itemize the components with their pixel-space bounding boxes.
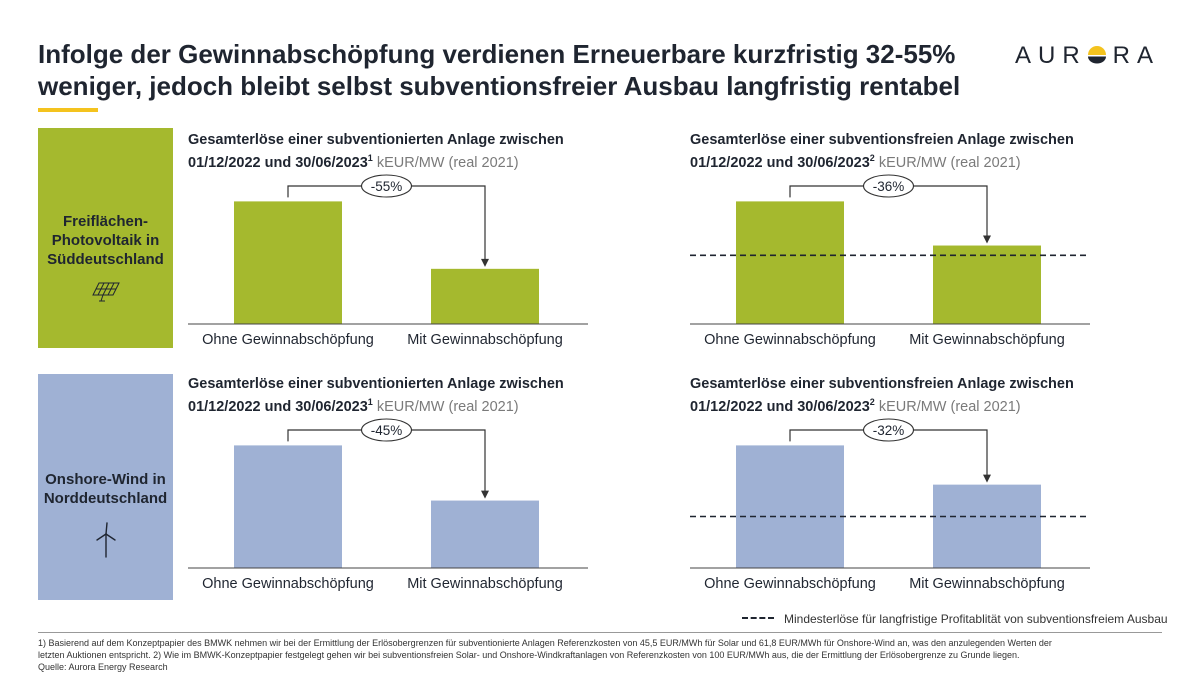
- change-badge: [862, 174, 915, 198]
- footnote-source: Quelle: Aurora Energy Research: [38, 662, 168, 672]
- logo-text-right: RA: [1112, 42, 1161, 69]
- category-label: Mit Gewinnabschöpfung: [909, 332, 1065, 348]
- legend-label: Mindesterlöse für langfristige Profitabl…: [784, 612, 1168, 626]
- bar: [736, 201, 844, 324]
- panel-title-line-1: Gesamterlöse einer subventionierten Anla…: [188, 132, 564, 148]
- panel-unit: kEUR/MW (real 2021): [878, 154, 1021, 171]
- chart-panel-pv-unsubsidized: Gesamterlöse einer subventionsfreien Anl…: [690, 131, 1090, 361]
- row-label-line: Photovoltaik in: [51, 232, 160, 249]
- panel-unit: kEUR/MW (real 2021): [376, 398, 519, 415]
- footnote-mark: 1: [367, 153, 373, 163]
- bar: [234, 445, 342, 568]
- row-label-line: Süddeutschland: [47, 251, 164, 268]
- row-label-line: Norddeutschland: [43, 490, 168, 507]
- bar: [431, 268, 539, 324]
- title-accent-bar: [38, 108, 98, 112]
- change-label: -32%: [873, 423, 905, 438]
- legend-dashed-line: [742, 617, 774, 619]
- category-label: Ohne Gewinnabschöpfung: [202, 576, 374, 592]
- panel-title-line-1: Gesamterlöse einer subventionsfreien Anl…: [690, 132, 1074, 148]
- footnote-mark: 2: [869, 397, 875, 407]
- bar-chart: Ohne Gewinnabschöpfung Mit Gewinnabschöpf…: [690, 174, 1090, 348]
- category-label: Ohne Gewinnabschöpfung: [704, 332, 876, 348]
- title-line-1: Infolge der Gewinnabschöpfung verdienen …: [38, 39, 956, 69]
- row-box-photovoltaik: Freiflächen- Photovoltaik in Süddeutschl…: [38, 128, 173, 348]
- sun-icon: [1087, 46, 1106, 64]
- bar: [933, 245, 1041, 324]
- category-label: Mit Gewinnabschöpfung: [407, 576, 563, 592]
- legend: Mindesterlöse für langfristige Profitabl…: [742, 612, 1168, 626]
- wind-turbine-icon: [95, 522, 116, 558]
- aurora-logo: AUR RA: [1015, 42, 1160, 70]
- change-label: -55%: [371, 179, 403, 194]
- logo-text-left: AUR: [1015, 42, 1087, 69]
- bar-chart: Ohne Gewinnabschöpfung Mit Gewinnabschöpf…: [690, 418, 1090, 592]
- panel-title-line-1: Gesamterlöse einer subventionierten Anla…: [188, 376, 564, 392]
- change-label: -45%: [371, 423, 403, 438]
- title-line-2: weniger, jedoch bleibt selbst subvention…: [38, 71, 961, 101]
- panel-title-line-2: 01/12/2022 und 30/06/2023: [690, 398, 870, 415]
- arrow-head: [481, 490, 489, 499]
- category-label: Mit Gewinnabschöpfung: [407, 332, 563, 348]
- panel-title: Gesamterlöse einer subventionierten Anla…: [188, 375, 564, 416]
- bar: [736, 445, 844, 568]
- chart-panel-wind-unsubsidized: Gesamterlöse einer subventionsfreien Anl…: [690, 375, 1090, 605]
- chart-panel-pv-subsidized: Gesamterlöse einer subventionierten Anla…: [188, 131, 588, 361]
- solar-panel-icon: [91, 282, 120, 302]
- panel-unit: kEUR/MW (real 2021): [878, 398, 1021, 415]
- change-badge: [360, 418, 413, 442]
- chart-panel-wind-subsidized: Gesamterlöse einer subventionierten Anla…: [188, 375, 588, 605]
- panel-title: Gesamterlöse einer subventionierten Anla…: [188, 131, 564, 172]
- change-badge: [862, 418, 915, 442]
- footnote-divider: [38, 632, 1162, 633]
- panel-unit: kEUR/MW (real 2021): [376, 154, 519, 171]
- category-label: Ohne Gewinnabschöpfung: [704, 576, 876, 592]
- arrow-head: [983, 235, 991, 244]
- bar: [234, 201, 342, 324]
- footnote-mark: 2: [869, 153, 875, 163]
- panel-title-line-2: 01/12/2022 und 30/06/2023: [188, 398, 368, 415]
- change-label: -36%: [873, 179, 905, 194]
- arrow-head: [481, 258, 489, 267]
- page-title: Infolge der Gewinnabschöpfung verdienen …: [38, 38, 988, 102]
- category-label: Ohne Gewinnabschöpfung: [202, 332, 374, 348]
- panel-title-line-1: Gesamterlöse einer subventionsfreien Anl…: [690, 376, 1074, 392]
- arrow-head: [983, 474, 991, 483]
- row-label-line: Onshore-Wind in: [45, 471, 166, 488]
- footnote-line-1: 1) Basierend auf dem Konzeptpapier des B…: [38, 638, 1052, 648]
- footnote-mark: 1: [367, 397, 373, 407]
- bar: [431, 500, 539, 568]
- footnote-line-2: letzten Auktionen entspricht. 2) Wie im …: [38, 650, 1020, 660]
- footnotes: 1) Basierend auf dem Konzeptpapier des B…: [38, 637, 1162, 673]
- panel-title: Gesamterlöse einer subventionsfreien Anl…: [690, 375, 1074, 416]
- panel-title-line-2: 01/12/2022 und 30/06/2023: [690, 154, 870, 171]
- row-box-onshore-wind: Onshore-Wind in Norddeutschland: [38, 374, 173, 600]
- bar-chart: Ohne Gewinnabschöpfung Mit Gewinnabschöpf…: [188, 418, 588, 592]
- panel-title-line-2: 01/12/2022 und 30/06/2023: [188, 154, 368, 171]
- row-label-line: Freiflächen-: [62, 213, 149, 230]
- bar-chart: Ohne Gewinnabschöpfung Mit Gewinnabschöpf…: [188, 174, 588, 348]
- bar: [933, 484, 1041, 568]
- change-badge: [360, 174, 413, 198]
- category-label: Mit Gewinnabschöpfung: [909, 576, 1065, 592]
- panel-title: Gesamterlöse einer subventionsfreien Anl…: [690, 131, 1074, 172]
